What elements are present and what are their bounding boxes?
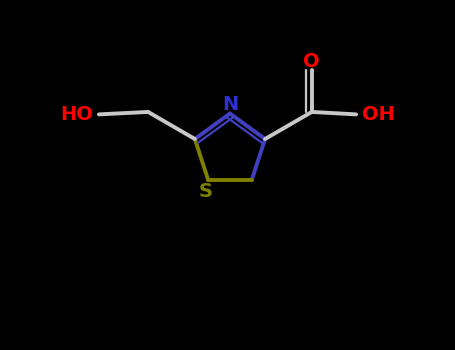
Text: O: O	[303, 52, 320, 71]
Text: OH: OH	[362, 105, 395, 124]
Text: HO: HO	[60, 105, 93, 124]
Text: N: N	[222, 95, 238, 114]
Text: S: S	[199, 182, 213, 201]
